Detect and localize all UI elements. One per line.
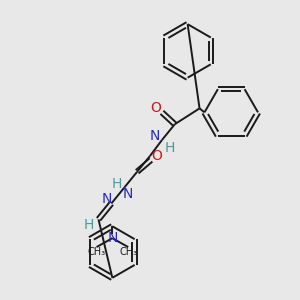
Text: N: N xyxy=(101,191,112,206)
Text: H: H xyxy=(165,141,175,155)
Text: N: N xyxy=(107,231,118,245)
Text: H: H xyxy=(83,218,94,232)
Text: O: O xyxy=(152,149,162,163)
Text: N: N xyxy=(150,129,160,143)
Text: CH₃: CH₃ xyxy=(119,247,137,257)
Text: N: N xyxy=(123,187,134,201)
Text: H: H xyxy=(112,177,122,191)
Text: O: O xyxy=(151,101,161,116)
Text: CH₃: CH₃ xyxy=(87,247,106,257)
